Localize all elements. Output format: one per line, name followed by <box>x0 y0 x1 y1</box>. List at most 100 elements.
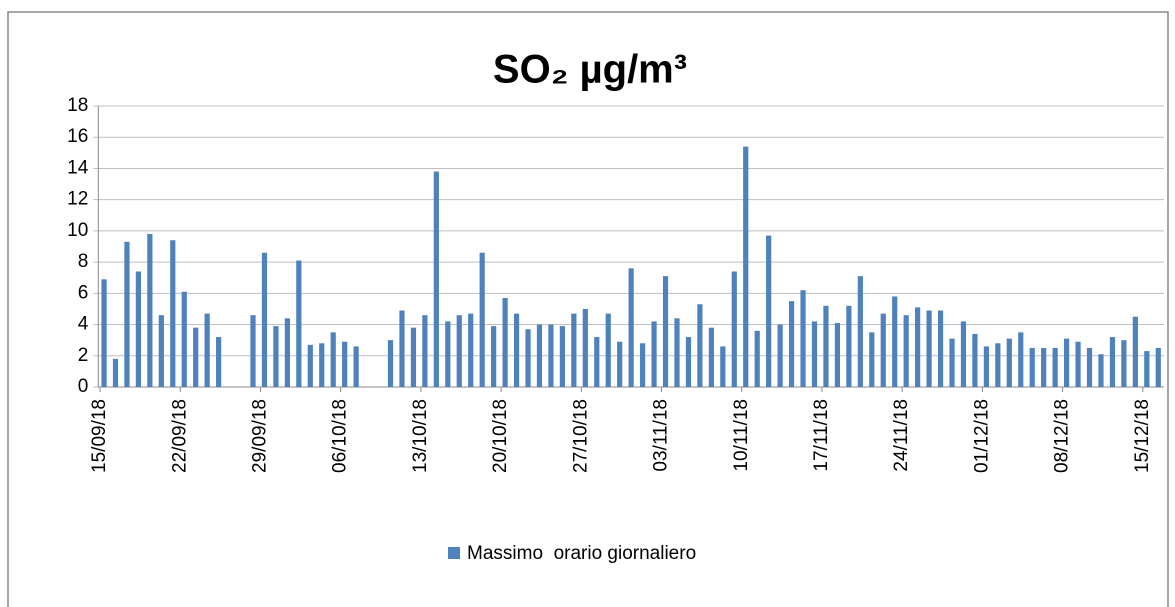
bar <box>594 337 600 387</box>
bar <box>880 313 886 387</box>
bar <box>468 313 474 387</box>
legend-label: Massimo orario giornaliero <box>467 543 696 564</box>
bar <box>708 327 714 387</box>
bar <box>284 318 290 387</box>
x-tick-label: 13/10/18 <box>410 399 431 473</box>
bar <box>296 260 302 387</box>
chart-frame <box>7 11 1169 607</box>
bar <box>788 301 795 387</box>
bar <box>777 324 783 387</box>
bar <box>1041 347 1047 387</box>
bar <box>353 346 359 387</box>
bar <box>112 358 119 387</box>
bar <box>1075 341 1081 387</box>
bar <box>1029 347 1035 387</box>
x-tick-label: 20/10/18 <box>490 399 511 473</box>
bar <box>846 305 852 387</box>
bar <box>1006 338 1012 387</box>
bar <box>720 346 726 387</box>
bar <box>869 332 875 387</box>
bar <box>193 327 199 387</box>
bar <box>101 279 107 387</box>
bar <box>1098 354 1104 387</box>
bar <box>766 235 772 387</box>
y-tick-label: 0 <box>78 376 89 397</box>
x-tick-label: 15/09/18 <box>89 399 110 473</box>
bar <box>662 276 669 387</box>
x-tick-label: 03/11/18 <box>651 399 672 472</box>
x-tick-label: 22/09/18 <box>169 399 190 473</box>
bar <box>1086 347 1093 387</box>
x-tick-label: 01/12/18 <box>971 399 992 473</box>
bar <box>949 338 955 387</box>
bar <box>147 234 153 387</box>
x-tick-label: 24/11/18 <box>891 399 912 472</box>
bar <box>617 341 623 387</box>
bar <box>399 310 405 387</box>
bar <box>811 321 818 387</box>
x-tick-label: 29/09/18 <box>249 399 270 473</box>
bar <box>307 344 313 387</box>
bar <box>823 305 829 387</box>
x-tick-label: 06/10/18 <box>330 399 351 473</box>
bar <box>216 337 222 387</box>
bar <box>158 315 164 387</box>
bar <box>170 240 176 387</box>
bar <box>1018 332 1024 387</box>
bar <box>926 310 932 387</box>
bar <box>491 326 497 387</box>
x-tick-label: 17/11/18 <box>811 399 832 472</box>
x-tick-label: 15/12/18 <box>1132 399 1153 473</box>
bar <box>857 276 863 387</box>
bar <box>124 241 130 387</box>
bar <box>892 296 898 387</box>
bar <box>456 315 462 387</box>
bar <box>571 313 577 387</box>
bar <box>674 318 680 387</box>
x-tick-label: 27/10/18 <box>570 399 591 473</box>
bar <box>937 310 944 387</box>
bar <box>1109 337 1116 387</box>
y-tick-label: 16 <box>67 126 88 147</box>
bar <box>261 252 268 387</box>
bar <box>972 333 978 387</box>
bar <box>479 252 485 387</box>
bar <box>1052 347 1058 387</box>
bar <box>319 343 325 387</box>
bar <box>754 330 760 387</box>
bar <box>445 321 451 387</box>
bar <box>685 337 692 387</box>
bar <box>387 340 394 387</box>
y-tick-label: 10 <box>67 220 88 241</box>
x-tick-label: 10/11/18 <box>731 399 752 472</box>
bar <box>204 313 210 387</box>
bar <box>330 332 336 387</box>
bar <box>525 329 531 387</box>
bar <box>834 322 841 387</box>
bar <box>273 326 279 387</box>
bar <box>410 327 417 387</box>
bar <box>995 343 1001 387</box>
bar <box>960 321 967 387</box>
bar <box>536 324 543 387</box>
bar <box>502 298 508 387</box>
legend-swatch <box>448 547 460 559</box>
bar <box>903 315 909 387</box>
bar <box>433 171 439 387</box>
y-tick-label: 2 <box>78 345 89 366</box>
bar <box>582 308 588 387</box>
bar <box>1063 338 1070 387</box>
bar <box>559 326 565 387</box>
y-tick-label: 8 <box>78 251 89 272</box>
bar <box>548 324 554 387</box>
y-tick-label: 12 <box>67 189 88 210</box>
bar <box>983 346 989 387</box>
bar <box>250 315 256 387</box>
bar <box>731 271 737 387</box>
bar <box>915 307 921 387</box>
bar <box>1155 347 1161 387</box>
bar <box>743 146 749 387</box>
y-tick-label: 18 <box>67 95 88 116</box>
x-tick-label: 08/12/18 <box>1052 399 1073 473</box>
